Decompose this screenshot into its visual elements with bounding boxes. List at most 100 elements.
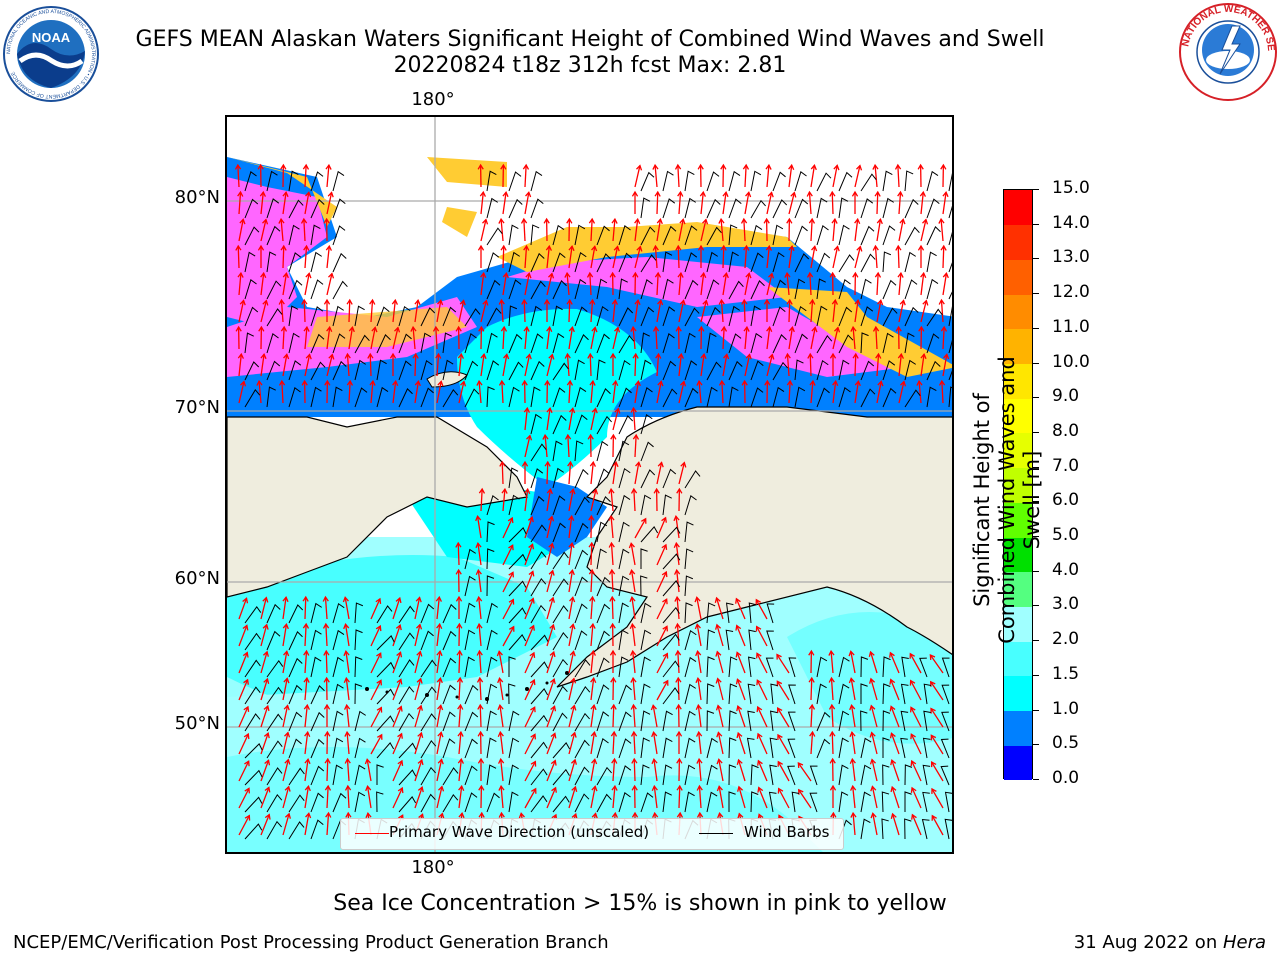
wave-arrow-head (568, 514, 575, 521)
wave-arrow-head (260, 271, 267, 278)
wave-arrow (326, 192, 333, 215)
wave-arrow (722, 192, 727, 215)
wave-arrow (876, 381, 882, 404)
wave-arrow (282, 705, 289, 728)
wave-arrow (238, 354, 242, 377)
wave-arrow (546, 760, 556, 782)
wind-barb (310, 279, 324, 300)
map-canvas (227, 117, 952, 852)
wind-barb (706, 737, 718, 759)
wave-arrow-head (849, 730, 856, 738)
wind-barb (662, 278, 674, 300)
wave-arrow-head (657, 299, 664, 306)
wind-barb (618, 548, 630, 570)
wind-barb (310, 386, 322, 408)
wind-barb (552, 224, 565, 246)
wind-barb (706, 386, 718, 408)
wave-arrow-head (302, 595, 309, 602)
wind-barb (464, 792, 478, 813)
wave-arrow (260, 354, 265, 377)
wave-arrow (414, 732, 423, 755)
wave-arrow (831, 191, 834, 215)
wave-arrow-head (834, 326, 841, 333)
wave-arrow (414, 651, 421, 674)
wave-arrow (653, 759, 658, 782)
wind-barb (244, 659, 261, 678)
wind-barb (904, 791, 912, 812)
wind-barb (662, 306, 676, 327)
wind-barb (684, 602, 693, 624)
wave-arrow-head (235, 244, 242, 251)
wave-arrow (281, 380, 284, 404)
wind-barb (420, 793, 436, 813)
wave-arrow (909, 653, 922, 674)
wind-barb (398, 305, 411, 327)
wind-barb (882, 764, 890, 786)
wind-barb (508, 386, 520, 408)
wave-arrow-head (476, 649, 483, 656)
wave-arrow-head (632, 271, 639, 278)
wave-arrow-head (909, 679, 916, 686)
wave-arrow-head (764, 379, 771, 386)
wind-barb (794, 278, 806, 300)
ice-edge-beaufort (767, 287, 952, 377)
wave-arrow-head (634, 217, 641, 224)
wave-arrow (260, 760, 270, 782)
wave-arrow (325, 623, 328, 647)
wave-arrow (766, 192, 773, 215)
wave-arrow-head (897, 190, 904, 197)
wind-barb (662, 388, 678, 408)
wind-barb (530, 524, 547, 543)
wave-arrow (524, 435, 531, 458)
wind-barb (332, 170, 345, 192)
wave-arrow (568, 651, 575, 674)
wave-arrow-head (674, 595, 681, 602)
wave-arrow (786, 354, 790, 377)
wave-arrow (282, 326, 285, 350)
wave-arrow (370, 598, 381, 620)
wave-arrow-head (673, 568, 681, 575)
wave-arrow (346, 705, 350, 728)
wave-arrow (590, 597, 594, 620)
wind-barb (860, 278, 872, 300)
wind-barb (398, 742, 417, 759)
wind-barb (332, 305, 344, 327)
wave-arrow-head (766, 325, 773, 332)
wave-arrow-head (756, 652, 762, 659)
wind-barb (288, 252, 302, 273)
wind-barb (662, 251, 673, 273)
wave-arrow-head (611, 217, 618, 224)
wind-barb (464, 738, 478, 759)
wave-arrow-head (529, 678, 536, 686)
wave-arrow-head (899, 218, 906, 225)
colorbar-cell (1004, 398, 1032, 434)
wind-barb (882, 279, 897, 300)
wave-arrow (920, 300, 927, 323)
wave-arrow-head (829, 757, 836, 764)
wave-arrow-head (324, 757, 331, 764)
wave-arrow (931, 761, 944, 782)
wave-arrow-head (414, 298, 421, 306)
wind-barb (508, 580, 527, 597)
wind-barb (662, 198, 676, 219)
wave-arrow-head (630, 325, 637, 332)
wind-barb (288, 332, 300, 354)
wave-arrow-head (478, 811, 485, 818)
wave-arrow-head (768, 353, 775, 360)
wave-arrow (346, 354, 350, 377)
wave-arrow (611, 596, 614, 620)
wave-arrow-head (830, 811, 837, 818)
colorbar-tick-mark (1033, 744, 1039, 746)
wind-barb (838, 254, 855, 273)
wind-barb (596, 630, 610, 651)
wave-arrow (436, 354, 440, 377)
wave-arrow-head (695, 703, 702, 710)
wave-arrow (304, 327, 308, 350)
wave-arrow-head (629, 569, 636, 576)
wave-arrow-head (258, 325, 265, 332)
wave-arrow-head (263, 732, 270, 739)
wave-arrow-head (323, 676, 330, 683)
wave-arrow (632, 678, 636, 701)
wave-arrow (502, 572, 514, 593)
wave-arrow-head (608, 514, 615, 521)
